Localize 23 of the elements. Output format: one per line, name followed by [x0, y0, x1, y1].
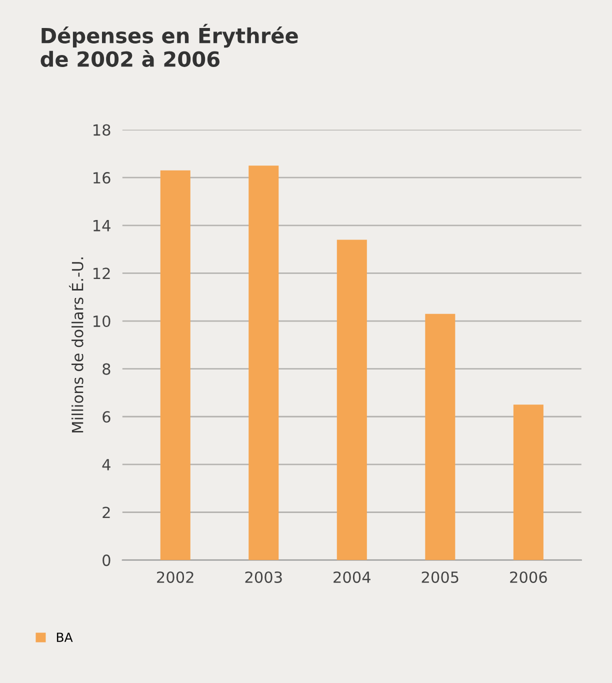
bar — [336, 240, 367, 560]
y-tick-label: 16 — [94, 172, 110, 184]
y-tick-label: 2 — [102, 506, 110, 518]
y-tick-label: 4 — [102, 459, 110, 470]
chart-title: Dépenses en Érythrée de 2002 à 2006 — [40, 24, 298, 67]
bar — [425, 314, 456, 560]
x-tick-label: 2006 — [510, 571, 547, 583]
y-tick-label: 14 — [94, 220, 110, 232]
legend-label: BA — [56, 632, 73, 642]
y-axis-title: Millions de dollars É.-U. — [68, 258, 84, 432]
bar — [160, 170, 190, 560]
bar — [513, 404, 544, 560]
y-tick-label: 0 — [102, 554, 110, 566]
bar — [248, 166, 279, 560]
x-tick-label: 2002 — [157, 571, 194, 583]
y-tick-label: 12 — [94, 268, 110, 280]
x-tick-label: 2004 — [334, 571, 370, 583]
y-tick-label: 18 — [94, 124, 110, 136]
x-tick-label: 2005 — [422, 571, 458, 583]
y-tick-label: 8 — [102, 363, 110, 375]
y-tick-label: 6 — [102, 411, 110, 423]
y-tick-label: 10 — [94, 315, 110, 328]
x-tick-label: 2003 — [245, 571, 282, 583]
